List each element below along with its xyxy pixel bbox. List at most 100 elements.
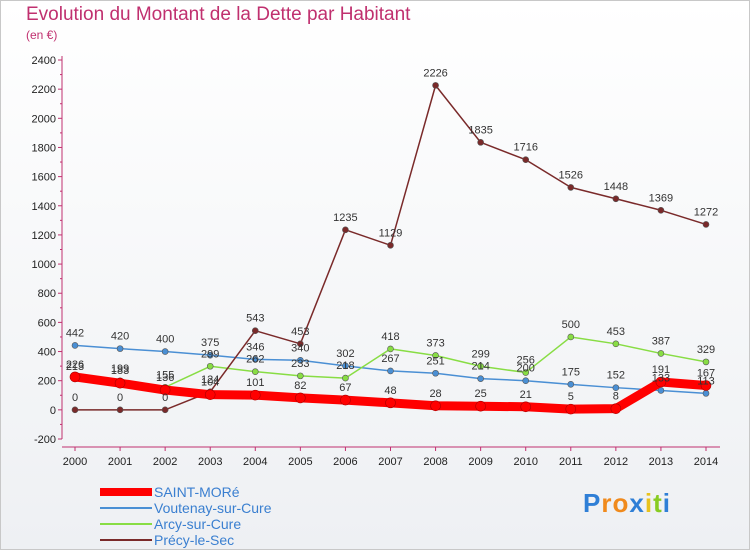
legend-swatch	[100, 539, 152, 541]
y-tick-label: 1400	[32, 201, 56, 213]
data-label: 200	[517, 363, 535, 375]
chart-data-labels: 442 420 400 375 346 340 302 267 251 214 200 175 152 1…	[66, 67, 718, 403]
legend-item: Arcy-sur-Cure	[100, 516, 272, 532]
data-point	[161, 348, 169, 355]
legend-swatch	[100, 507, 152, 509]
data-label: 8	[613, 391, 619, 403]
chart-subtitle: (en €)	[26, 28, 58, 42]
data-point	[520, 401, 532, 413]
data-point	[432, 82, 439, 89]
data-label: 233	[291, 358, 309, 370]
data-label: 329	[697, 344, 715, 356]
x-tick-label: 2012	[604, 456, 628, 468]
chart-title: Evolution du Montant de la Dette par Hab…	[26, 4, 411, 25]
data-point	[387, 367, 394, 375]
data-label: 299	[201, 348, 219, 360]
data-point	[116, 345, 124, 352]
data-point	[522, 369, 530, 376]
x-tick-label: 2002	[153, 456, 177, 468]
data-point	[206, 351, 214, 359]
data-label: 373	[426, 337, 444, 349]
data-point	[702, 358, 710, 366]
data-label: 0	[162, 392, 168, 404]
legend-label: Précy-le-Sec	[154, 532, 235, 548]
data-label: 543	[246, 313, 264, 325]
x-tick-label: 2014	[694, 456, 718, 468]
data-label: 1448	[604, 181, 628, 193]
data-label: 152	[607, 370, 625, 382]
legend-item: Précy-le-Sec	[100, 532, 272, 548]
chart-axes: -200020040060080010001200140016001800200…	[32, 55, 720, 468]
data-label: 155	[156, 369, 174, 381]
x-tick-label: 2006	[333, 456, 357, 468]
x-tick-label: 2003	[198, 456, 222, 468]
data-point	[297, 372, 304, 380]
data-label: 1369	[649, 192, 673, 204]
x-tick-label: 2009	[468, 456, 492, 468]
data-point	[161, 406, 169, 414]
data-label: 21	[520, 389, 532, 401]
data-label: 500	[562, 319, 580, 331]
data-label: 101	[246, 377, 264, 389]
legend-swatch	[100, 488, 152, 496]
data-label: 442	[66, 327, 84, 339]
data-label: 299	[471, 348, 489, 360]
data-point	[477, 139, 484, 146]
logo-letter: P	[583, 488, 602, 518]
data-point	[612, 195, 620, 203]
y-tick-label: 2200	[32, 84, 56, 96]
data-label: 0	[72, 392, 78, 404]
y-tick-label: 1000	[32, 259, 56, 271]
y-tick-label: 200	[38, 376, 56, 388]
data-point	[251, 368, 259, 375]
data-label: 133	[652, 372, 670, 384]
data-label: 199	[111, 363, 129, 375]
data-point	[71, 342, 79, 349]
y-tick-label: 0	[50, 405, 56, 417]
data-point	[385, 397, 396, 409]
data-point	[432, 369, 439, 377]
data-point	[702, 221, 710, 228]
data-point	[295, 392, 306, 404]
data-label: 183	[111, 365, 129, 377]
data-point	[69, 371, 81, 383]
data-label: 453	[291, 326, 309, 338]
data-label: 167	[697, 368, 715, 380]
logo-letter: i	[644, 488, 654, 518]
data-label: 262	[246, 354, 264, 366]
proxiti-logo: Proxiti	[583, 488, 671, 519]
data-point	[475, 400, 486, 412]
data-point	[249, 389, 261, 401]
y-tick-label: 1600	[32, 172, 56, 184]
data-point	[342, 226, 349, 234]
data-label: 2226	[423, 67, 447, 79]
data-point	[340, 394, 351, 406]
x-tick-label: 2005	[288, 456, 312, 468]
logo-letter: o	[612, 488, 630, 518]
data-point	[206, 362, 214, 370]
y-tick-label: 2400	[32, 55, 56, 67]
data-point	[116, 406, 124, 414]
data-label: 175	[562, 366, 580, 378]
data-label: 418	[381, 331, 399, 343]
data-label: 5	[568, 391, 574, 403]
y-tick-label: 400	[38, 347, 56, 359]
chart-series	[69, 82, 712, 415]
data-point	[342, 374, 349, 382]
data-label: 251	[426, 355, 444, 367]
data-label: 1835	[468, 124, 492, 136]
data-point	[612, 340, 620, 348]
data-point	[700, 380, 712, 391]
y-tick-label: 1800	[32, 142, 56, 154]
data-point	[114, 377, 126, 389]
data-point	[387, 345, 394, 353]
data-point	[657, 350, 665, 357]
data-label: 48	[384, 385, 396, 397]
y-tick-label: -200	[34, 434, 56, 446]
data-point	[612, 384, 620, 391]
data-label: 191	[652, 364, 670, 376]
data-point	[477, 375, 484, 382]
data-label: 346	[246, 341, 264, 353]
x-tick-label: 2010	[513, 456, 537, 468]
